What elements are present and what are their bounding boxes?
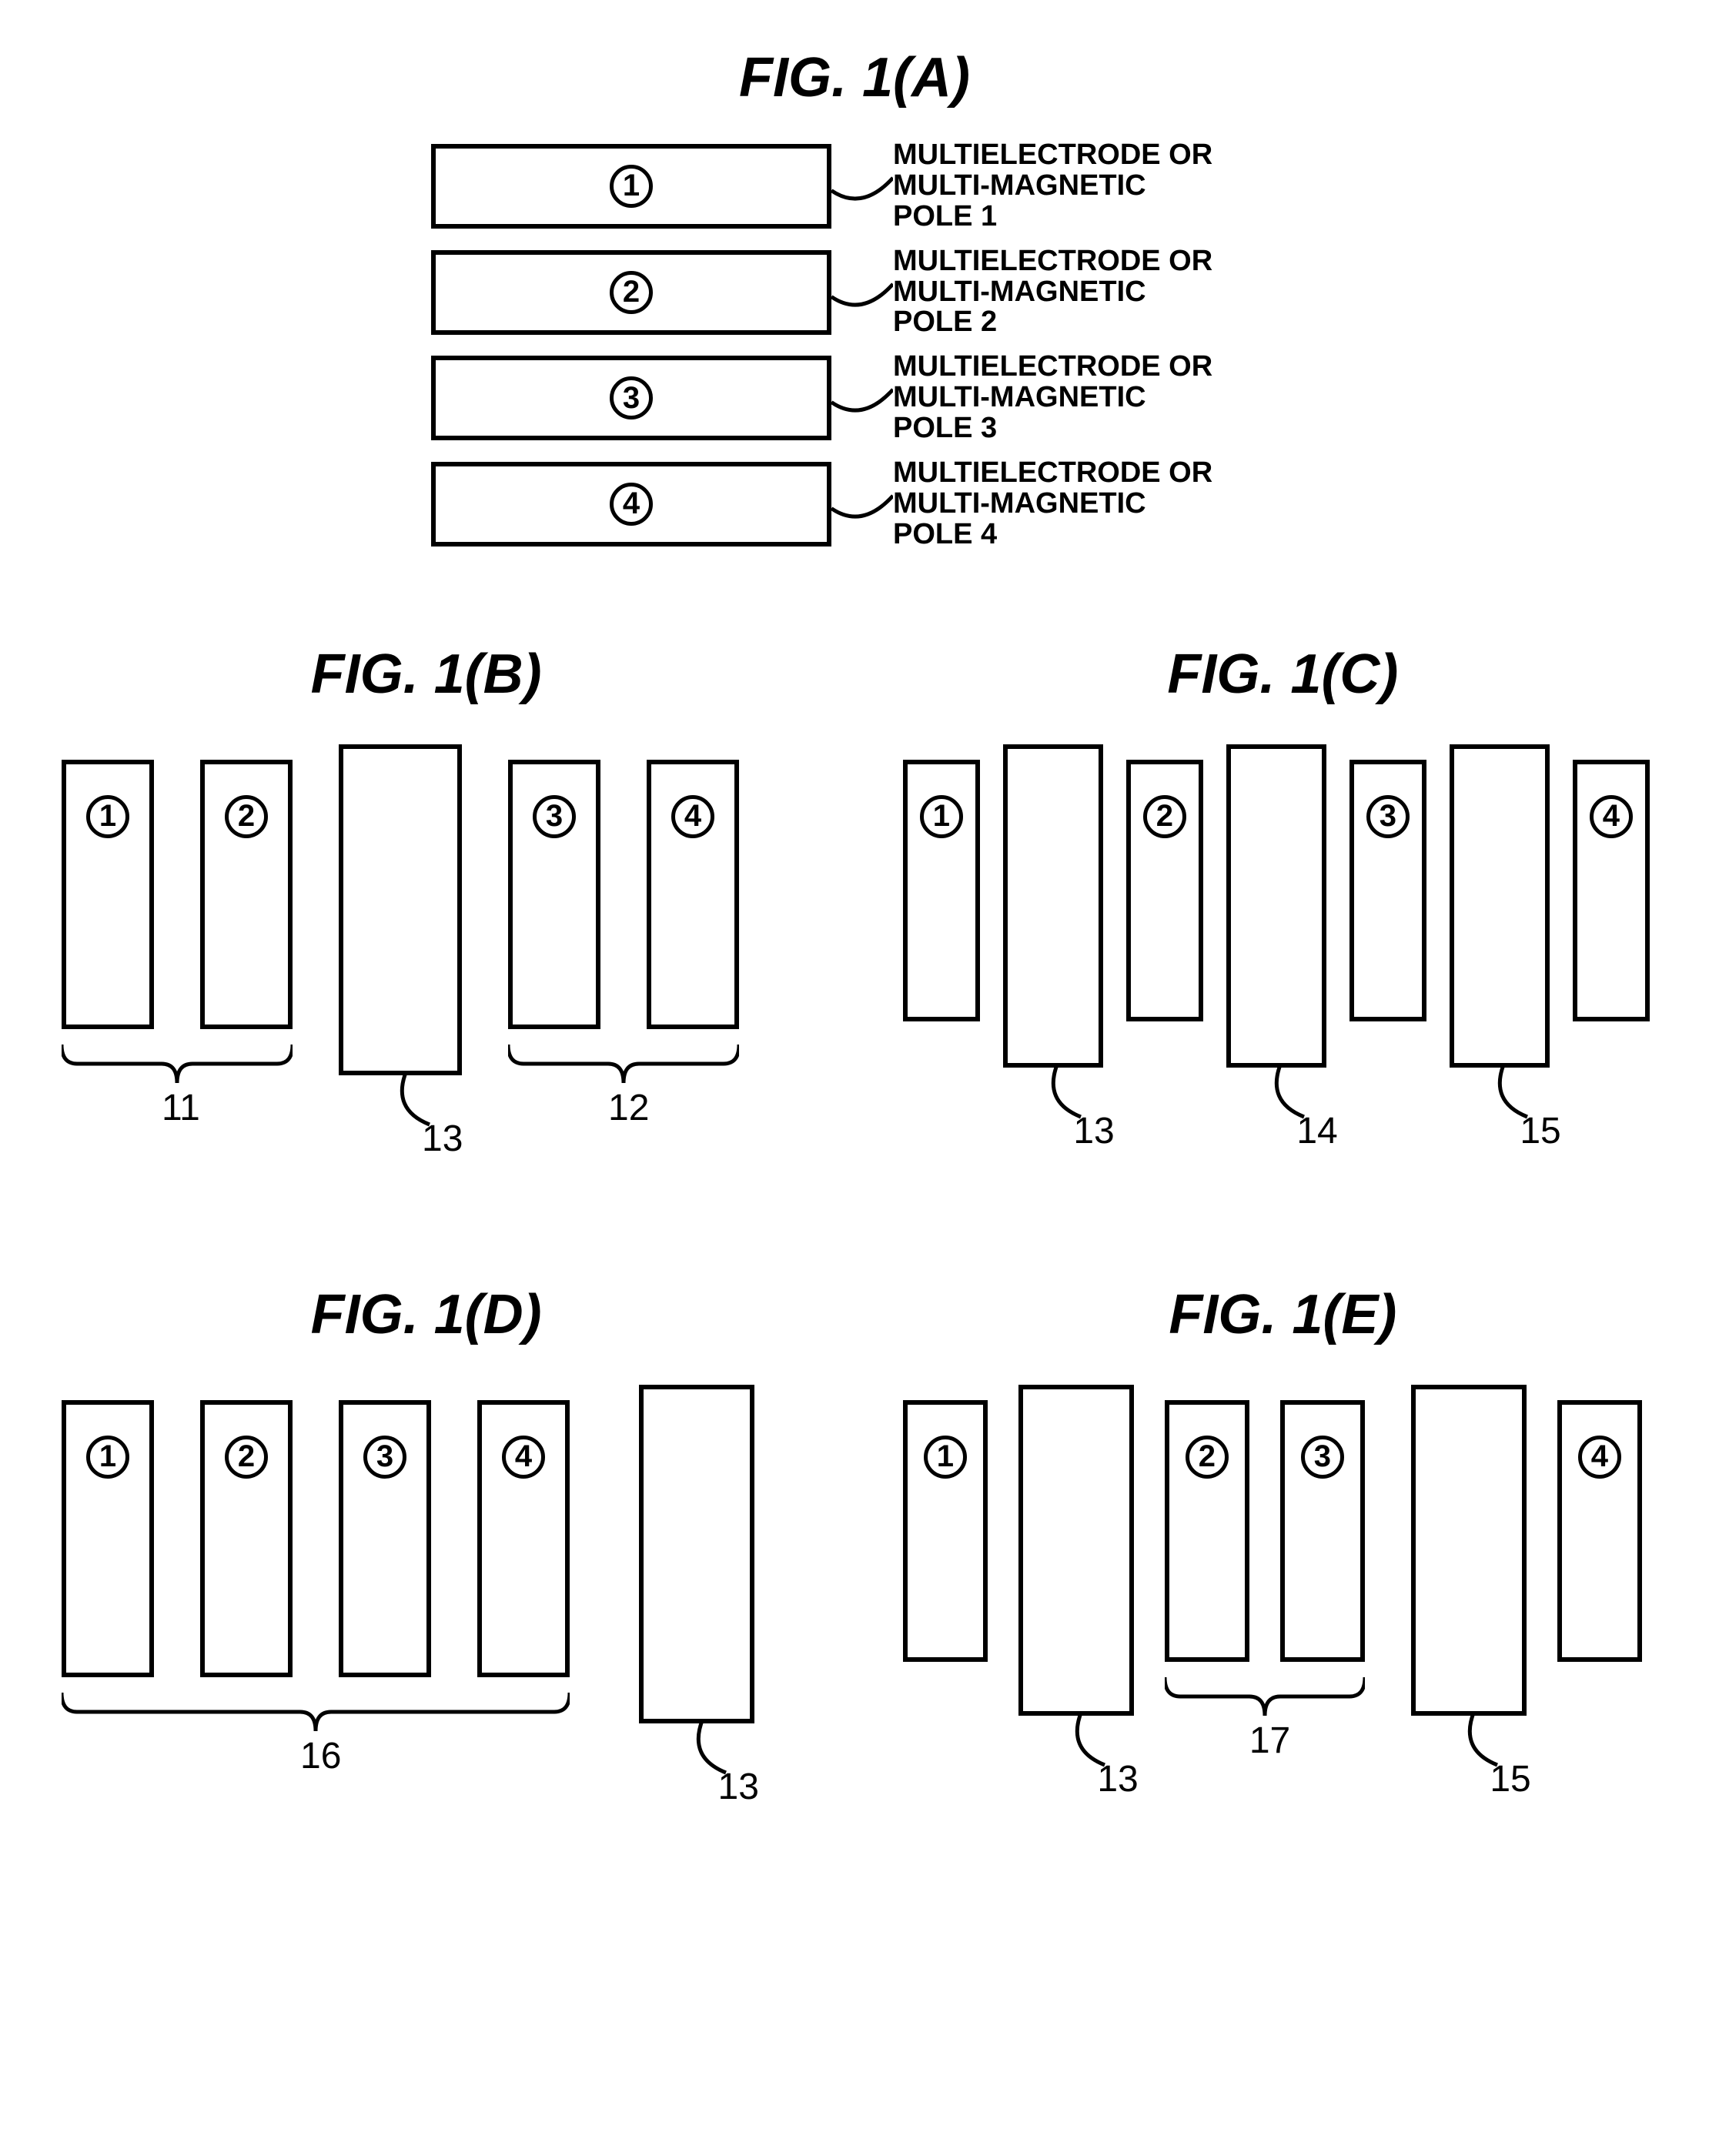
figure-1c: FIG. 1(C) 13 14 15 1 2 3 4 <box>888 643 1678 1175</box>
circled-number-1: 1 <box>920 795 963 838</box>
legend-text-3: MULTIELECTRODE OR MULTI-MAGNETIC POLE 3 <box>893 352 1212 444</box>
circled-number-4: 4 <box>1590 795 1633 838</box>
pole-2: 2 <box>200 1400 293 1677</box>
figure-1e: FIG. 1(E) 13 15 1 2 3 4 17 <box>888 1283 1678 1816</box>
circled-number-4: 4 <box>1578 1436 1621 1479</box>
pole-4: 4 <box>1573 760 1650 1021</box>
shield-13 <box>639 1385 754 1723</box>
leader-line <box>831 462 893 547</box>
pole-2: 2 <box>200 760 293 1029</box>
leader-line <box>831 144 893 229</box>
pole-box-3: 3 <box>431 356 831 440</box>
pole-1: 1 <box>62 760 154 1029</box>
circled-number-2: 2 <box>225 795 268 838</box>
ref-label-16: 16 <box>300 1735 341 1777</box>
legend-row-3: 3 MULTIELECTRODE OR MULTI-MAGNETIC POLE 3 <box>431 352 1278 444</box>
legend-row-1: 1 MULTIELECTRODE OR MULTI-MAGNETIC POLE 1 <box>431 140 1278 232</box>
pole-3: 3 <box>508 760 600 1029</box>
circled-number-2: 2 <box>225 1436 268 1479</box>
shield-14 <box>1226 744 1326 1068</box>
row-bc: FIG. 1(B) 1312341112 FIG. 1(C) 131415123… <box>31 643 1678 1175</box>
circled-number-3: 3 <box>533 795 576 838</box>
pole-4: 4 <box>477 1400 570 1677</box>
ref-label-13: 13 <box>1097 1758 1138 1800</box>
ref-label-15: 15 <box>1520 1110 1560 1152</box>
circled-number-1: 1 <box>86 1436 129 1479</box>
ref-label-14: 14 <box>1296 1110 1337 1152</box>
shield-13 <box>1018 1385 1134 1716</box>
ref-label-13: 13 <box>422 1118 463 1160</box>
legend-text-4: MULTIELECTRODE OR MULTI-MAGNETIC POLE 4 <box>893 458 1212 550</box>
leader-line <box>831 356 893 440</box>
legend-text-1: MULTIELECTRODE OR MULTI-MAGNETIC POLE 1 <box>893 140 1212 232</box>
circled-number-1: 1 <box>610 165 653 208</box>
circled-number-4: 4 <box>502 1436 545 1479</box>
fig-1c-title: FIG. 1(C) <box>888 643 1678 706</box>
pole-3: 3 <box>339 1400 431 1677</box>
figure-1a: FIG. 1(A) 1 MULTIELECTRODE OR MULTI-MAGNE… <box>31 46 1678 550</box>
ref-label-11: 11 <box>162 1087 200 1129</box>
circled-number-3: 3 <box>610 376 653 420</box>
circled-number-2: 2 <box>1143 795 1186 838</box>
fig-1a-title: FIG. 1(A) <box>31 46 1678 109</box>
ref-label-13: 13 <box>718 1766 759 1808</box>
leader-line <box>831 250 893 335</box>
pole-4: 4 <box>647 760 739 1029</box>
circled-number-4: 4 <box>610 483 653 526</box>
shield-15 <box>1411 1385 1527 1716</box>
pole-1: 1 <box>62 1400 154 1677</box>
circled-number-1: 1 <box>86 795 129 838</box>
pole-4: 4 <box>1557 1400 1642 1662</box>
pole-1: 1 <box>903 760 980 1021</box>
pole-1: 1 <box>903 1400 988 1662</box>
legend-text-2: MULTIELECTRODE OR MULTI-MAGNETIC POLE 2 <box>893 246 1212 339</box>
circled-number-3: 3 <box>1366 795 1410 838</box>
pole-box-2: 2 <box>431 250 831 335</box>
legend-row-4: 4 MULTIELECTRODE OR MULTI-MAGNETIC POLE 4 <box>431 458 1278 550</box>
fig-1c-diagram: 13 14 15 1 2 3 4 <box>888 744 1704 1175</box>
circled-number-3: 3 <box>363 1436 406 1479</box>
shield-13 <box>1003 744 1103 1068</box>
pole-box-4: 4 <box>431 462 831 547</box>
circled-number-1: 1 <box>924 1436 967 1479</box>
fig-1a-legend: 1 MULTIELECTRODE OR MULTI-MAGNETIC POLE 1… <box>431 140 1278 550</box>
pole-box-1: 1 <box>431 144 831 229</box>
circled-number-4: 4 <box>671 795 714 838</box>
ref-label-12: 12 <box>608 1087 649 1129</box>
figure-1d: FIG. 1(D) 13 1 2 3 4 16 <box>31 1283 821 1816</box>
fig-1b-title: FIG. 1(B) <box>31 643 821 706</box>
pole-2: 2 <box>1165 1400 1249 1662</box>
pole-3: 3 <box>1280 1400 1365 1662</box>
fig-1d-title: FIG. 1(D) <box>31 1283 821 1346</box>
pole-2: 2 <box>1126 760 1203 1021</box>
legend-row-2: 2 MULTIELECTRODE OR MULTI-MAGNETIC POLE 2 <box>431 246 1278 339</box>
fig-1d-diagram: 13 1 2 3 4 16 <box>31 1385 801 1816</box>
shield-15 <box>1450 744 1550 1068</box>
fig-1b-diagram: 1312341112 <box>31 744 801 1175</box>
fig-1e-title: FIG. 1(E) <box>888 1283 1678 1346</box>
pole-3: 3 <box>1349 760 1426 1021</box>
fig-1e-diagram: 13 15 1 2 3 4 17 <box>888 1385 1704 1816</box>
row-de: FIG. 1(D) 13 1 2 3 4 16 FIG. 1(E) 13 15 1 2 3 4 17 <box>31 1283 1678 1816</box>
circled-number-2: 2 <box>1186 1436 1229 1479</box>
circled-number-3: 3 <box>1301 1436 1344 1479</box>
ref-label-13: 13 <box>1073 1110 1114 1152</box>
shield-13 <box>339 744 462 1075</box>
circled-number-2: 2 <box>610 271 653 314</box>
ref-label-15: 15 <box>1490 1758 1530 1800</box>
figure-1b: FIG. 1(B) 1312341112 <box>31 643 821 1175</box>
ref-label-17: 17 <box>1249 1720 1290 1762</box>
